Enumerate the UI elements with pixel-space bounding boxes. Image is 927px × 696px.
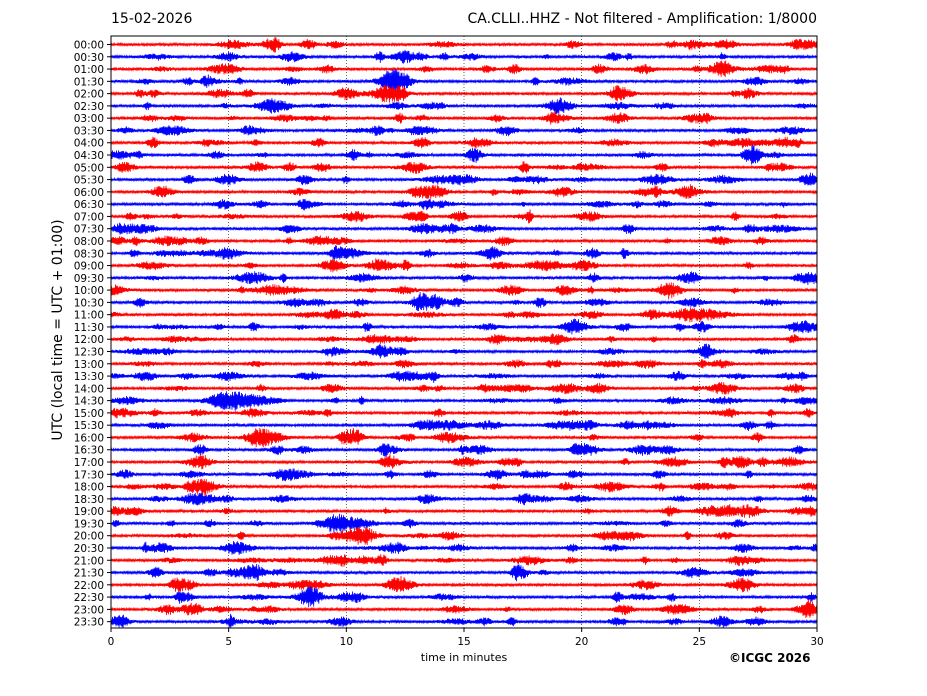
y-tick-label: 15:00	[74, 408, 104, 420]
date-label: 15-02-2026	[111, 11, 193, 27]
trace-1730	[110, 468, 818, 482]
y-tick-label: 12:30	[74, 347, 104, 359]
y-tick-label: 02:30	[74, 101, 104, 113]
y-tick-label: 13:00	[74, 359, 104, 371]
trace-layer	[110, 37, 818, 629]
trace-0100	[110, 60, 818, 78]
y-tick-label: 17:30	[74, 469, 104, 481]
trace-2200	[110, 575, 818, 593]
y-tick-label: 22:30	[74, 592, 104, 604]
trace-1800	[110, 478, 818, 497]
y-tick-label: 19:00	[74, 506, 104, 518]
y-tick-label: 18:30	[74, 494, 104, 506]
y-tick-label: 07:30	[74, 224, 104, 236]
y-tick-label: 03:30	[74, 125, 104, 137]
y-tick-label: 19:30	[74, 518, 104, 530]
y-tick-label: 23:00	[74, 604, 104, 616]
x-tick-label: 20	[575, 636, 588, 648]
chart-title: CA.CLLI..HHZ - Not filtered - Amplificat…	[467, 11, 817, 27]
y-tick-label: 14:30	[74, 396, 104, 408]
trace-1700	[110, 453, 818, 470]
x-tick-label: 30	[810, 636, 823, 648]
y-tick-label: 08:00	[74, 236, 104, 248]
trace-1430	[110, 391, 818, 411]
trace-1400	[110, 381, 818, 395]
trace-1830	[110, 492, 818, 506]
y-axis-label: UTC (local time = UTC + 01:00)	[50, 219, 66, 441]
y-tick-label: 00:30	[74, 52, 104, 64]
plot-frame	[110, 35, 818, 629]
y-tick-label: 17:00	[74, 457, 104, 469]
trace-1500	[110, 407, 818, 419]
trace-1530	[110, 419, 818, 432]
y-tick-label: 08:30	[74, 248, 104, 260]
y-tick-label: 10:00	[74, 285, 104, 297]
y-tick-label: 14:00	[74, 383, 104, 395]
x-tick-label: 0	[108, 636, 115, 648]
y-tick-label: 15:30	[74, 420, 104, 432]
y-tick-label: 06:30	[74, 199, 104, 211]
x-axis-label: time in minutes	[420, 651, 508, 664]
y-tick-label: 01:30	[74, 76, 104, 88]
trace-1630	[110, 443, 818, 457]
trace-0500	[110, 161, 818, 174]
y-tick-label: 22:00	[74, 580, 104, 592]
x-tick-label: 15	[457, 636, 470, 648]
y-tick-label: 23:30	[74, 617, 104, 629]
x-tick-label: 25	[693, 636, 706, 648]
y-tick-label: 06:00	[74, 187, 104, 199]
y-tick-label: 11:00	[74, 310, 104, 322]
y-tick-label: 18:00	[74, 482, 104, 494]
y-tick-label: 11:30	[74, 322, 104, 334]
y-tick-label: 20:30	[74, 543, 104, 555]
trace-1000	[110, 282, 818, 300]
trace-0630	[110, 198, 818, 211]
y-tick-label: 04:00	[74, 138, 104, 150]
y-tick-label: 05:30	[74, 175, 104, 187]
y-tick-label: 10:30	[74, 297, 104, 309]
trace-2230	[110, 586, 818, 608]
y-tick-label: 09:00	[74, 261, 104, 273]
trace-1330	[110, 370, 818, 383]
trace-1600	[110, 427, 818, 448]
trace-1900	[110, 504, 818, 519]
y-tick-label: 16:00	[74, 432, 104, 444]
y-tick-layer: 00:0000:3001:0001:3002:0002:3003:0003:30…	[74, 40, 111, 629]
y-tick-label: 21:30	[74, 568, 104, 580]
copyright-label: ©ICGC 2026	[729, 651, 811, 665]
trace-1030	[110, 292, 818, 311]
trace-2000	[110, 526, 818, 546]
x-tick-label: 5	[225, 636, 232, 648]
y-tick-label: 21:00	[74, 555, 104, 567]
y-tick-label: 04:30	[74, 150, 104, 162]
y-tick-label: 00:00	[74, 40, 104, 52]
trace-0430	[110, 144, 818, 165]
trace-2330	[110, 613, 818, 629]
y-tick-label: 16:30	[74, 445, 104, 457]
x-tick-label: 10	[340, 636, 353, 648]
y-tick-label: 01:00	[74, 64, 104, 76]
y-tick-label: 20:00	[74, 531, 104, 543]
y-tick-label: 09:30	[74, 273, 104, 285]
x-tick-layer: 0 5 10 15 20 25 30	[108, 628, 824, 648]
trace-2130	[110, 563, 818, 582]
y-tick-label: 03:00	[74, 113, 104, 125]
y-tick-label: 13:30	[74, 371, 104, 383]
y-tick-label: 02:00	[74, 89, 104, 101]
y-tick-label: 12:00	[74, 334, 104, 346]
y-tick-label: 07:00	[74, 211, 104, 223]
y-tick-label: 05:00	[74, 162, 104, 174]
